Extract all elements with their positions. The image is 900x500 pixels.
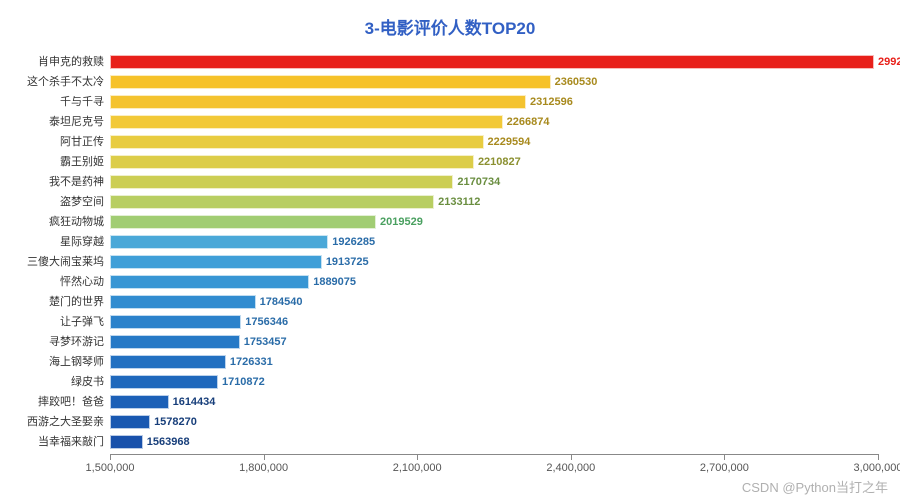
bar-row: 2019529: [110, 215, 878, 229]
bar: [110, 375, 218, 389]
bar-value-label: 2210827: [478, 155, 521, 169]
bar-value-label: 2229594: [488, 135, 531, 149]
bar: [110, 75, 551, 89]
bar-value-label: 1756346: [245, 315, 288, 329]
bar: [110, 255, 322, 269]
y-axis-label: 这个杀手不太冷: [27, 72, 104, 92]
bar: [110, 135, 484, 149]
bar: [110, 315, 241, 329]
y-axis-label: 星际穿越: [60, 232, 104, 252]
x-tick-mark: [264, 454, 265, 460]
y-axis-label: 泰坦尼克号: [49, 112, 104, 132]
bar: [110, 275, 309, 289]
bar-value-label: 1563968: [147, 435, 190, 449]
bar-row: 1578270: [110, 415, 878, 429]
bar-row: 1710872: [110, 375, 878, 389]
bar: [110, 115, 503, 129]
x-tick-label: 2,400,000: [546, 462, 595, 474]
bar-value-label: 1726331: [230, 355, 273, 369]
bar-value-label: 2992289: [878, 55, 900, 69]
bar-row: 2992289: [110, 55, 878, 69]
bar-row: 1926285: [110, 235, 878, 249]
y-axis-label: 我不是药神: [49, 172, 104, 192]
bar: [110, 215, 376, 229]
y-axis-label: 盗梦空间: [60, 192, 104, 212]
y-axis-label: 让子弹飞: [60, 312, 104, 332]
bar-row: 2170734: [110, 175, 878, 189]
y-axis-label: 楚门的世界: [49, 292, 104, 312]
bar-row: 2133112: [110, 195, 878, 209]
bar: [110, 55, 874, 69]
y-axis-label: 三傻大闹宝莱坞: [27, 252, 104, 272]
bar: [110, 435, 143, 449]
bar-value-label: 1926285: [332, 235, 375, 249]
x-tick-label: 3,000,000: [854, 462, 900, 474]
bar-value-label: 1710872: [222, 375, 265, 389]
bar: [110, 195, 434, 209]
bar-value-label: 1578270: [154, 415, 197, 429]
y-axis-label: 霸王别姬: [60, 152, 104, 172]
y-axis-label: 肖申克的救赎: [38, 52, 104, 72]
x-axis-line: [110, 454, 878, 455]
x-tick-label: 2,100,000: [393, 462, 442, 474]
bar-row: 2360530: [110, 75, 878, 89]
chart-title: 3-电影评价人数TOP20: [0, 0, 900, 39]
bar: [110, 155, 474, 169]
bar: [110, 395, 169, 409]
bar-value-label: 2019529: [380, 215, 423, 229]
bar-value-label: 1614434: [173, 395, 216, 409]
y-axis-label: 阿甘正传: [60, 132, 104, 152]
bar-value-label: 1784540: [260, 295, 303, 309]
y-axis-label: 疯狂动物城: [49, 212, 104, 232]
bar: [110, 175, 453, 189]
y-axis-label: 摔跤吧！爸爸: [38, 392, 104, 412]
bar-row: 2312596: [110, 95, 878, 109]
bar: [110, 95, 526, 109]
x-tick-mark: [110, 454, 111, 460]
x-tick-mark: [724, 454, 725, 460]
bar: [110, 295, 256, 309]
x-tick-label: 1,800,000: [239, 462, 288, 474]
bar-row: 1726331: [110, 355, 878, 369]
chart-plot-area: 肖申克的救赎2992289这个杀手不太冷2360530千与千寻2312596泰坦…: [110, 52, 878, 452]
bar: [110, 235, 328, 249]
bar-value-label: 2170734: [457, 175, 500, 189]
y-axis-label: 绿皮书: [71, 372, 104, 392]
bar: [110, 335, 240, 349]
bar-row: 2210827: [110, 155, 878, 169]
bar-value-label: 2266874: [507, 115, 550, 129]
x-tick-label: 2,700,000: [700, 462, 749, 474]
bar-row: 1614434: [110, 395, 878, 409]
bar-value-label: 2312596: [530, 95, 573, 109]
bar-row: 1889075: [110, 275, 878, 289]
bar-row: 2266874: [110, 115, 878, 129]
bar-value-label: 2360530: [555, 75, 598, 89]
x-tick-mark: [571, 454, 572, 460]
y-axis-label: 怦然心动: [60, 272, 104, 292]
y-axis-label: 西游之大圣娶亲: [27, 412, 104, 432]
watermark: CSDN @Python当打之年: [742, 477, 888, 496]
bar-row: 1913725: [110, 255, 878, 269]
y-axis-label: 当幸福来敲门: [38, 432, 104, 452]
bar-row: 2229594: [110, 135, 878, 149]
bar-row: 1753457: [110, 335, 878, 349]
bar-row: 1756346: [110, 315, 878, 329]
y-axis-label: 海上钢琴师: [49, 352, 104, 372]
x-tick-mark: [878, 454, 879, 460]
bar-value-label: 1889075: [313, 275, 356, 289]
bar-value-label: 1753457: [244, 335, 287, 349]
bar: [110, 415, 150, 429]
y-axis-label: 千与千寻: [60, 92, 104, 112]
x-tick-label: 1,500,000: [86, 462, 135, 474]
bar-row: 1784540: [110, 295, 878, 309]
x-tick-mark: [417, 454, 418, 460]
bar-value-label: 2133112: [438, 195, 480, 209]
bar-value-label: 1913725: [326, 255, 369, 269]
y-axis-label: 寻梦环游记: [49, 332, 104, 352]
bar: [110, 355, 226, 369]
bar-row: 1563968: [110, 435, 878, 449]
